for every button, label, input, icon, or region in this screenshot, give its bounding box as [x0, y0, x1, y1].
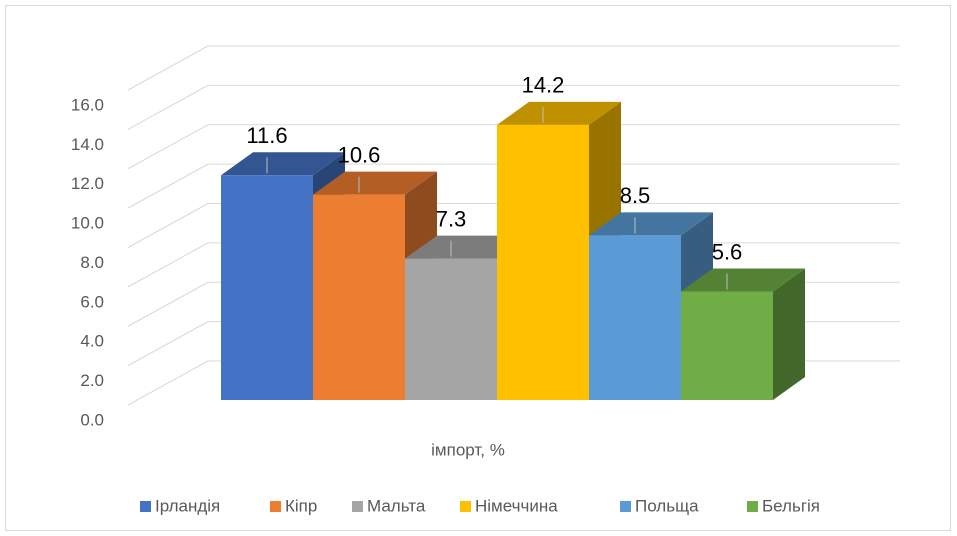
bar-top — [497, 101, 621, 125]
grid-line-side — [127, 203, 209, 248]
legend-swatch — [270, 501, 281, 512]
legend-label: Ірландія — [155, 496, 220, 515]
legend-swatch — [460, 501, 471, 512]
y-tick-label: 4.0 — [80, 332, 104, 351]
y-tick-label: 14.0 — [71, 135, 104, 154]
bar — [681, 291, 773, 400]
grid-line-side — [127, 84, 209, 130]
legend-label: Німеччина — [475, 496, 558, 515]
bar-top — [221, 152, 345, 176]
data-label: 7.3 — [436, 206, 467, 231]
x-axis-label: імпорт, % — [431, 440, 505, 459]
bar-side — [773, 268, 805, 400]
legend-swatch — [747, 501, 758, 512]
legend-label: Кіпр — [285, 496, 317, 515]
grid-line-side — [127, 321, 209, 367]
bar — [221, 175, 313, 400]
data-label: 5.6 — [712, 239, 743, 264]
legend-label: Бельгія — [762, 496, 820, 515]
y-tick-label: 8.0 — [80, 253, 104, 272]
bar-top — [589, 212, 713, 236]
data-label: 11.6 — [246, 123, 287, 148]
bar — [589, 235, 681, 400]
y-tick-label: 6.0 — [80, 292, 104, 311]
grid-line-side — [127, 281, 209, 327]
grid-line-side — [127, 360, 209, 406]
bar — [405, 258, 497, 400]
legend-label: Мальта — [367, 496, 426, 515]
data-label: 10.6 — [338, 142, 381, 167]
legend-swatch — [352, 501, 363, 512]
bar-top — [313, 171, 437, 195]
legend-label: Польща — [635, 496, 699, 515]
y-tick-label: 2.0 — [80, 371, 104, 390]
y-tick-label: 12.0 — [71, 174, 104, 193]
grid-line-side — [127, 124, 209, 170]
grid-line-side — [127, 45, 209, 91]
bar — [313, 194, 405, 400]
bar — [497, 124, 589, 400]
grid-line-side — [127, 242, 209, 288]
data-label: 8.5 — [620, 183, 651, 208]
legend-swatch — [620, 501, 631, 512]
data-label: 14.2 — [522, 73, 565, 98]
y-tick-label: 0.0 — [80, 410, 104, 429]
grid-line-side — [127, 163, 209, 209]
bar-top — [681, 268, 805, 292]
y-tick-label: 16.0 — [71, 95, 104, 114]
y-tick-label: 10.0 — [71, 214, 104, 233]
legend-swatch — [140, 501, 151, 512]
